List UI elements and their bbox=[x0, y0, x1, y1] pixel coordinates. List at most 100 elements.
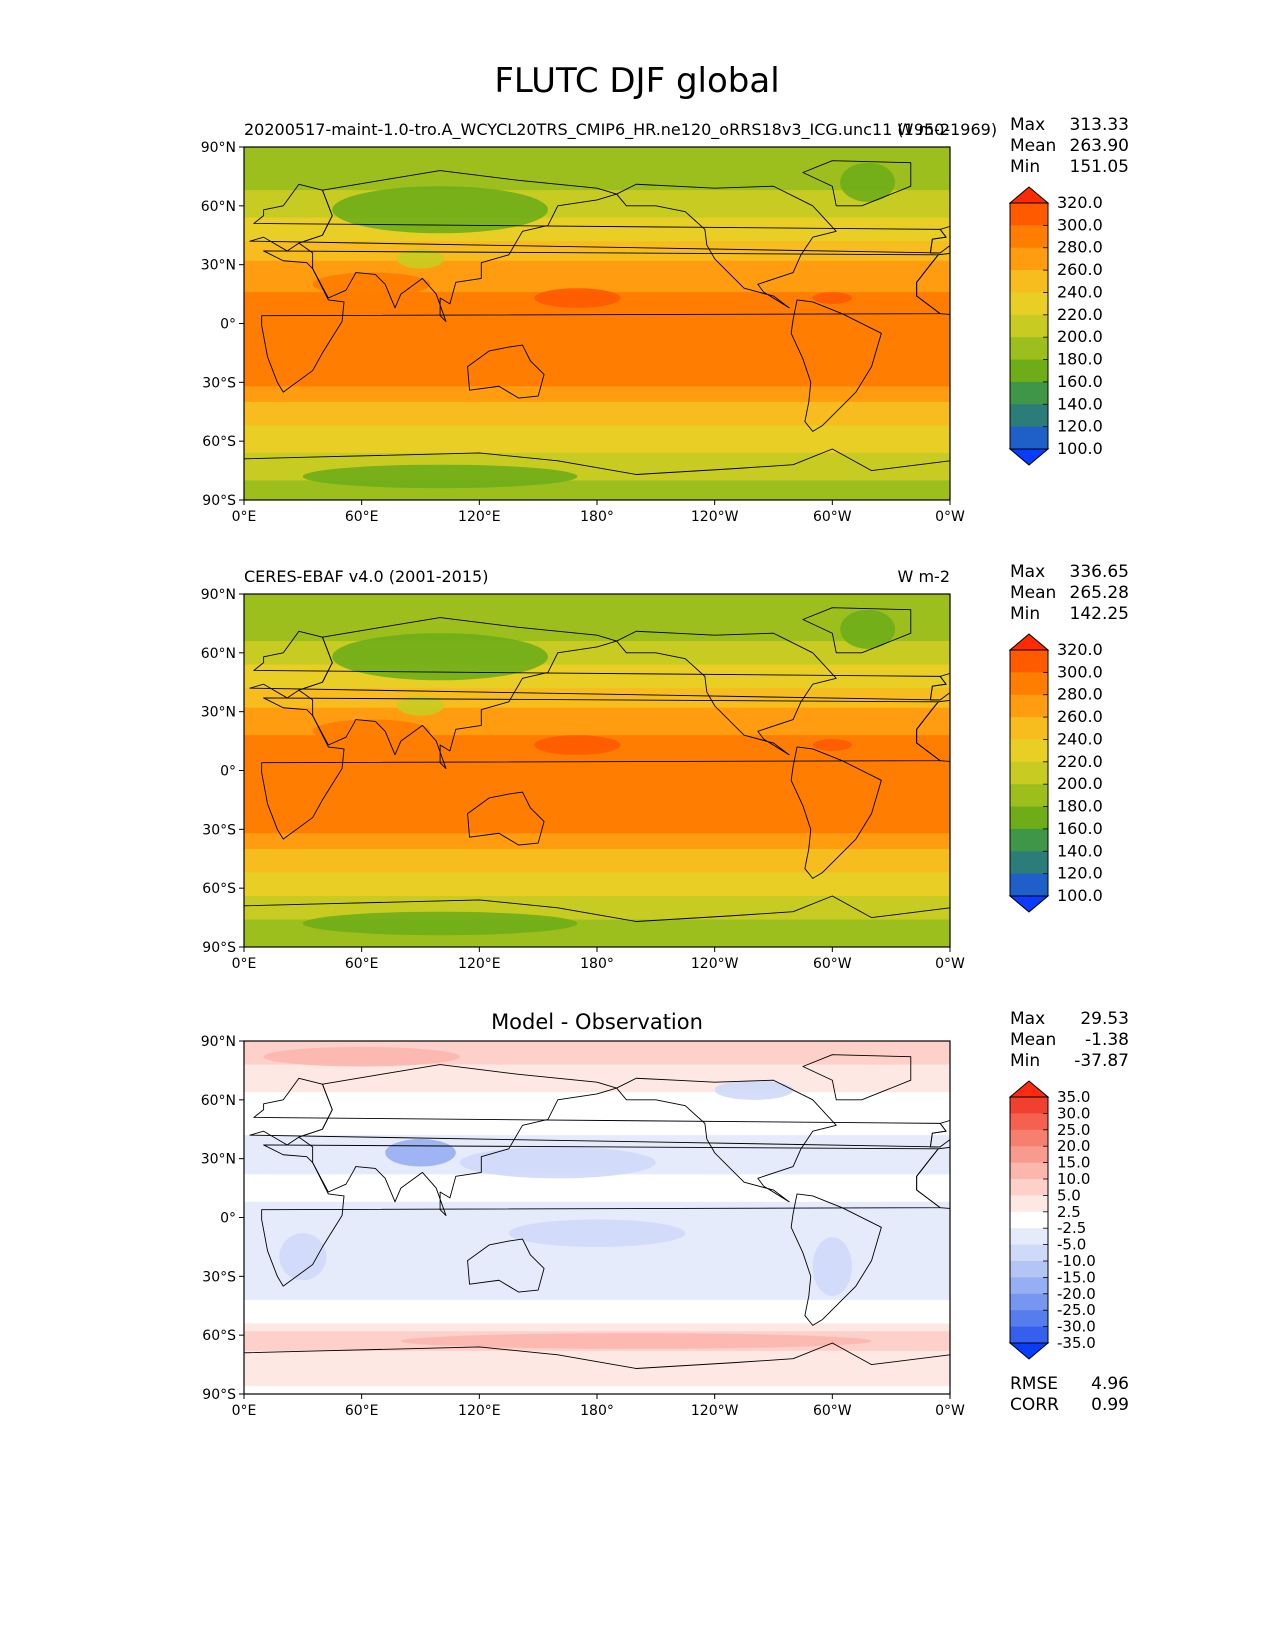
stat-mean-label: Mean bbox=[1010, 136, 1056, 156]
coastline-europe-wrap bbox=[929, 672, 950, 701]
colorbar-label: 180.0 bbox=[1057, 797, 1103, 816]
lon-tick-label: 60°E bbox=[345, 1403, 379, 1419]
field-feature bbox=[840, 609, 896, 649]
colorbar-label: 140.0 bbox=[1057, 394, 1103, 413]
colorbar-segment bbox=[1010, 359, 1048, 383]
colorbar-segment bbox=[1010, 1162, 1048, 1180]
field-feature bbox=[485, 360, 533, 385]
lon-tick-label: 120°E bbox=[458, 956, 501, 972]
colorbar-label: 240.0 bbox=[1057, 729, 1103, 748]
colorbar-segment bbox=[1010, 828, 1048, 852]
colorbar-outline bbox=[1009, 1096, 1049, 1344]
colorbar-label: 120.0 bbox=[1057, 864, 1103, 883]
field-feature bbox=[312, 719, 431, 744]
colorbar-label: 200.0 bbox=[1057, 774, 1103, 793]
stat-min-value: 142.25 bbox=[1070, 604, 1129, 624]
colorbar-segment bbox=[1010, 1293, 1048, 1311]
corr-label: CORR bbox=[1010, 1395, 1059, 1415]
stat-max-value: 336.65 bbox=[1070, 562, 1129, 582]
colorbar-segment bbox=[1010, 717, 1048, 740]
colorbar-segment bbox=[1010, 1097, 1048, 1114]
lon-tick-label: 60°W bbox=[813, 509, 852, 525]
panel-units: W m-2 bbox=[898, 120, 950, 139]
stat-max-label: Max bbox=[1010, 562, 1045, 582]
colorbar-extend-min bbox=[1008, 448, 1050, 466]
stat-min-value: -37.87 bbox=[1074, 1051, 1129, 1071]
lat-tick-label: 90°N bbox=[201, 1034, 236, 1050]
lat-tick-label: 60°S bbox=[202, 434, 236, 450]
colorbar-segment bbox=[1010, 851, 1048, 875]
lat-tick-label: 60°N bbox=[201, 1093, 236, 1109]
field-feature bbox=[714, 1080, 794, 1100]
lon-tick-label: 0°W bbox=[935, 1403, 965, 1419]
coastline-antarctica bbox=[244, 895, 950, 947]
colorbar-segment bbox=[1010, 314, 1048, 338]
colorbar-extend-min bbox=[1008, 895, 1050, 913]
lon-tick-label: 60°W bbox=[813, 956, 852, 972]
colorbar-label: 320.0 bbox=[1057, 193, 1103, 212]
stat-min-label: Min bbox=[1010, 157, 1040, 177]
lon-tick-label: 120°E bbox=[458, 1403, 501, 1419]
coastline-australia bbox=[467, 791, 545, 846]
field-feature bbox=[332, 186, 548, 234]
coastline-asia bbox=[298, 1064, 618, 1216]
coastline-africa bbox=[261, 697, 941, 840]
field-feature bbox=[812, 292, 852, 304]
stat-min-label: Min bbox=[1010, 604, 1040, 624]
lat-tick-label: 90°N bbox=[201, 587, 236, 603]
lat-tick-label: 0° bbox=[220, 764, 236, 780]
colorbar-segment bbox=[1010, 426, 1048, 450]
stat-max-value: 29.53 bbox=[1080, 1009, 1129, 1029]
colorbar-label: 220.0 bbox=[1057, 752, 1103, 771]
lat-tick-label: 60°S bbox=[202, 1328, 236, 1344]
lat-tick-label: 30°S bbox=[202, 822, 236, 838]
coastline-northAmerica bbox=[616, 630, 837, 756]
panel-2: 90°N 60°N 30°N 0° 30°S 60°S 90°S0°E 60°E 120°E 18… bbox=[201, 562, 1129, 972]
lon-tick-label: 0°W bbox=[935, 956, 965, 972]
coastline-africa bbox=[261, 250, 941, 393]
colorbar-label: 220.0 bbox=[1057, 305, 1103, 324]
stat-max-label: Max bbox=[1010, 115, 1045, 135]
panel-center-title: Model - Observation bbox=[491, 1010, 703, 1034]
lat-tick-label: 90°S bbox=[202, 493, 236, 509]
colorbar-label: 200.0 bbox=[1057, 327, 1103, 346]
lat-tick-label: 30°S bbox=[202, 1269, 236, 1285]
colorbar-label: 300.0 bbox=[1057, 215, 1103, 234]
panel-1: 90°N 60°N 30°N 0° 30°S 60°S 90°S0°E 60°E 120°E 18… bbox=[201, 115, 1129, 525]
colorbar-segment bbox=[1010, 1244, 1048, 1262]
field-feature bbox=[534, 288, 621, 308]
colorbar-label: 35.0 bbox=[1057, 1088, 1090, 1106]
colorbar-segment bbox=[1010, 694, 1048, 718]
colorbar-segment bbox=[1010, 806, 1048, 830]
colorbar-segment bbox=[1010, 1326, 1048, 1344]
lat-tick-label: 60°S bbox=[202, 881, 236, 897]
corr-value: 0.99 bbox=[1091, 1395, 1129, 1415]
colorbar-segment bbox=[1010, 672, 1048, 696]
field-feature bbox=[812, 1237, 852, 1296]
lon-tick-label: 60°E bbox=[345, 956, 379, 972]
lon-tick-label: 120°W bbox=[691, 1403, 739, 1419]
colorbar-label: -20.0 bbox=[1057, 1285, 1096, 1303]
figure-title: FLUTC DJF global bbox=[494, 61, 779, 101]
colorbar-label: 5.0 bbox=[1057, 1186, 1081, 1204]
colorbar-label: 15.0 bbox=[1057, 1154, 1090, 1172]
field-feature bbox=[508, 1219, 686, 1247]
coastline-greenland bbox=[802, 1054, 912, 1101]
lat-tick-label: 90°N bbox=[201, 140, 236, 156]
colorbar-label: -5.0 bbox=[1057, 1236, 1086, 1254]
field-feature bbox=[263, 1046, 460, 1067]
colorbar-label: 320.0 bbox=[1057, 640, 1103, 659]
colorbar-label: 2.5 bbox=[1057, 1203, 1081, 1221]
lon-tick-label: 60°E bbox=[345, 509, 379, 525]
colorbar-segment bbox=[1010, 1211, 1048, 1229]
colorbar-segment bbox=[1010, 739, 1048, 763]
coastline-australia bbox=[467, 1238, 545, 1293]
field-feature bbox=[332, 633, 548, 681]
panel-left-title: CERES-EBAF v4.0 (2001-2015) bbox=[244, 567, 488, 586]
colorbar-segment bbox=[1010, 337, 1048, 361]
field-feature bbox=[396, 695, 445, 716]
stat-max-value: 313.33 bbox=[1070, 115, 1129, 135]
stat-mean-label: Mean bbox=[1010, 1030, 1056, 1050]
field-feature bbox=[485, 807, 533, 832]
colorbar-extend-max bbox=[1008, 186, 1050, 204]
